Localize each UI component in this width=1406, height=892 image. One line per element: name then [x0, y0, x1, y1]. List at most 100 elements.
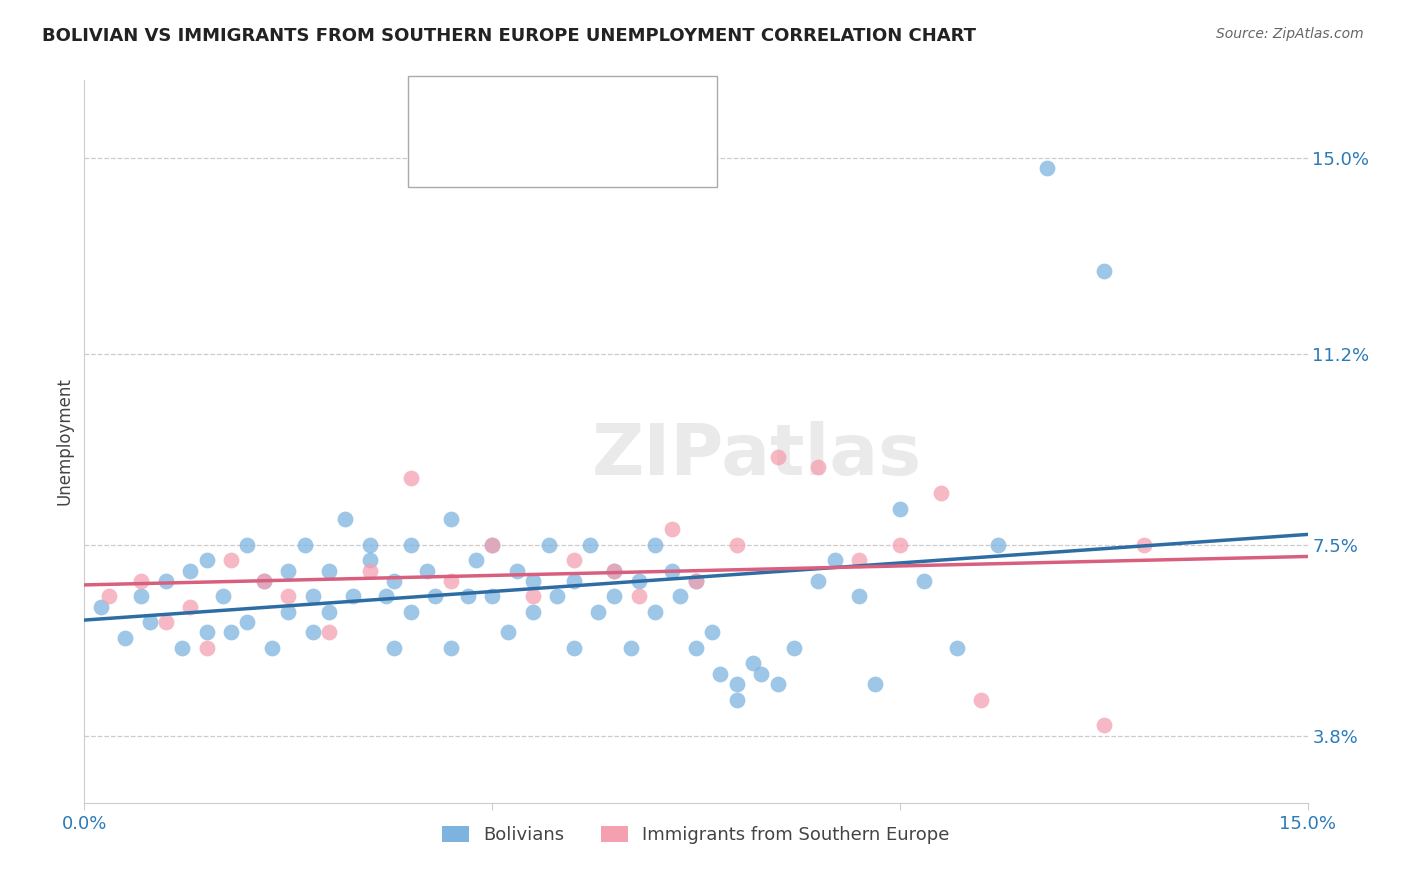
Point: [725, 692, 748, 706]
Point: [294, 538, 316, 552]
Point: [603, 564, 626, 578]
Point: [359, 553, 381, 567]
Point: [505, 564, 527, 578]
Point: [219, 625, 242, 640]
Point: [668, 590, 690, 604]
Point: [399, 471, 422, 485]
Point: [114, 631, 136, 645]
Point: [260, 640, 283, 655]
Legend: Bolivians, Immigrants from Southern Europe: Bolivians, Immigrants from Southern Euro…: [434, 819, 957, 852]
Point: [848, 553, 870, 567]
Point: [399, 538, 422, 552]
Point: [318, 564, 340, 578]
Text: R = 0.361   N = 28: R = 0.361 N = 28: [457, 147, 627, 165]
Point: [382, 640, 405, 655]
Point: [929, 486, 952, 500]
Point: [644, 605, 666, 619]
Point: [620, 640, 643, 655]
Point: [912, 574, 935, 588]
Point: [562, 553, 585, 567]
Point: [807, 574, 830, 588]
Point: [212, 590, 235, 604]
Point: [179, 564, 201, 578]
Point: [195, 640, 218, 655]
Point: [685, 574, 707, 588]
Point: [179, 599, 201, 614]
Point: [359, 538, 381, 552]
Point: [603, 564, 626, 578]
Point: [342, 590, 364, 604]
Point: [889, 538, 911, 552]
Point: [97, 590, 120, 604]
Point: [749, 666, 772, 681]
Point: [318, 625, 340, 640]
Point: [131, 574, 153, 588]
Point: [131, 590, 153, 604]
Point: [440, 574, 463, 588]
Point: [661, 564, 683, 578]
Point: [155, 615, 177, 630]
Point: [603, 590, 626, 604]
Point: [382, 574, 405, 588]
Point: [253, 574, 276, 588]
Point: [562, 574, 585, 588]
Point: [236, 615, 259, 630]
Point: [277, 590, 299, 604]
Point: [766, 677, 789, 691]
Point: [644, 538, 666, 552]
Point: [253, 574, 276, 588]
Text: BOLIVIAN VS IMMIGRANTS FROM SOUTHERN EUROPE UNEMPLOYMENT CORRELATION CHART: BOLIVIAN VS IMMIGRANTS FROM SOUTHERN EUR…: [42, 27, 976, 45]
Point: [481, 590, 503, 604]
Point: [970, 692, 993, 706]
Point: [562, 640, 585, 655]
Text: ZIPatlas: ZIPatlas: [592, 422, 922, 491]
Point: [946, 640, 969, 655]
Point: [416, 564, 439, 578]
Point: [301, 590, 323, 604]
Point: [423, 590, 446, 604]
Point: [783, 640, 806, 655]
Point: [464, 553, 486, 567]
Point: [138, 615, 160, 630]
Point: [848, 590, 870, 604]
Point: [865, 677, 887, 691]
Point: [685, 640, 707, 655]
Point: [399, 605, 422, 619]
Point: [702, 625, 724, 640]
Point: [481, 538, 503, 552]
Point: [725, 677, 748, 691]
Point: [627, 574, 650, 588]
Point: [987, 538, 1010, 552]
Point: [807, 460, 830, 475]
Point: [172, 640, 194, 655]
Point: [195, 553, 218, 567]
Point: [236, 538, 259, 552]
Text: R = 0.228   N = 77: R = 0.228 N = 77: [457, 100, 627, 118]
Point: [579, 538, 602, 552]
Point: [766, 450, 789, 464]
Point: [1133, 538, 1156, 552]
Point: [661, 522, 683, 536]
Point: [742, 657, 765, 671]
Point: [824, 553, 846, 567]
Point: [685, 574, 707, 588]
Point: [546, 590, 568, 604]
Point: [440, 640, 463, 655]
Point: [90, 599, 112, 614]
Point: [219, 553, 242, 567]
Point: [277, 605, 299, 619]
Point: [498, 625, 520, 640]
Point: [725, 538, 748, 552]
Point: [195, 625, 218, 640]
Point: [627, 590, 650, 604]
Point: [301, 625, 323, 640]
Point: [538, 538, 561, 552]
Point: [1035, 161, 1057, 175]
Point: [335, 512, 357, 526]
Point: [522, 605, 544, 619]
Point: [155, 574, 177, 588]
Point: [440, 512, 463, 526]
Point: [277, 564, 299, 578]
Text: Source: ZipAtlas.com: Source: ZipAtlas.com: [1216, 27, 1364, 41]
Point: [889, 501, 911, 516]
